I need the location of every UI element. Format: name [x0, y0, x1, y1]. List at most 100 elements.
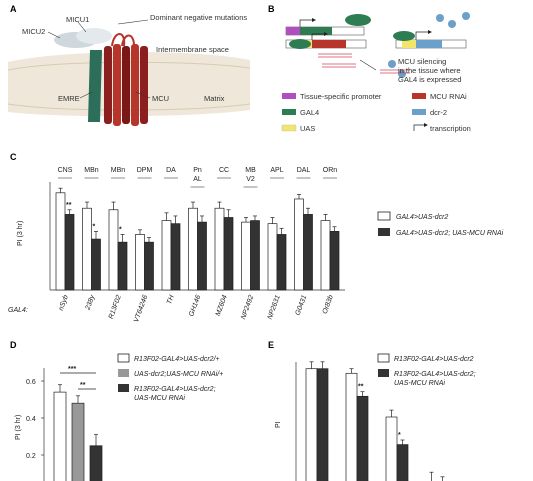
bar-c-1-10	[329, 231, 340, 291]
bar-e-1-2	[396, 444, 409, 481]
panel-c-xlabels: nSyb 238y R13F02 VT64246 TH GH146 MZ604 NP2492 N…	[58, 293, 335, 323]
panel-e-legend: R13F02-GAL4>UAS-dcr2 R13F02-GAL4>UAS-dcr…	[377, 353, 476, 387]
panel-c-gal4-label: GAL4:	[8, 307, 28, 314]
region-label-0-0: CNS	[58, 167, 73, 174]
region-label-5-1: AL	[193, 176, 202, 183]
silencing-line-2: in the tissue where	[398, 66, 461, 75]
panel-d-ytick-06: 0.6	[26, 379, 36, 386]
panel-a-diagram	[7, 19, 251, 126]
panel-d-significance: *** **	[60, 366, 96, 390]
bar-d-2	[89, 445, 103, 481]
xlabel-c-2: R13F02	[108, 294, 123, 320]
bar-c-1-9	[303, 214, 313, 291]
bar-c-1-4	[170, 223, 181, 291]
panel-label-e: E	[268, 340, 274, 350]
label-intermembrane: Intermembrane space	[156, 45, 229, 54]
legend-c-rnai-swatch	[378, 228, 390, 236]
xlabel-c-0: nSyb	[58, 294, 70, 311]
panel-label-c: C	[10, 152, 17, 162]
legend-dcr2: dcr-2	[430, 108, 447, 117]
panel-d-axis	[41, 368, 45, 481]
legend-mcu-rnai: MCU RNAi	[430, 92, 467, 101]
legend-swatch-gal4	[282, 109, 296, 115]
sig-e-2: *	[398, 432, 401, 439]
bar-c-1-5	[197, 221, 207, 291]
legend-d-3a: R13F02-GAL4>UAS-dcr2;	[134, 386, 216, 393]
legend-swatch-mcu-rnai	[412, 93, 426, 99]
bar-c-1-0	[64, 214, 75, 291]
legend-transcription: transcription	[430, 124, 471, 133]
panel-label-a: A	[10, 4, 17, 14]
label-micu1: MICU1	[66, 15, 89, 24]
legend-swatch-dcr2	[412, 109, 426, 115]
legend-d-1: R13F02-GAL4>UAS-dcr2/+	[134, 356, 220, 363]
legend-swatch-uas	[281, 124, 297, 132]
region-label-5-0: Pn	[193, 167, 202, 174]
legend-c-control: GAL4>UAS-dcr2	[396, 214, 448, 221]
xlabel-c-7: NP2492	[240, 294, 255, 320]
panel-d-sig-2: **	[80, 382, 86, 389]
region-label-10-0: ORn	[323, 167, 338, 174]
bar-c-0-0	[55, 192, 66, 291]
sig-c-2: *	[119, 226, 122, 233]
region-label-2-0: MBn	[111, 167, 126, 174]
bar-e-0-1	[345, 372, 358, 481]
legend-e-2a: R13F02-GAL4>UAS-dcr2;	[394, 371, 476, 378]
region-label-7-0: MB	[245, 167, 256, 174]
label-emre: EMRE	[58, 94, 80, 103]
panel-d-legend: R13F02-GAL4>UAS-dcr2/+ UAS-dcr2;UAS-MCU …	[117, 353, 223, 402]
xlabel-c-1: 238y	[84, 294, 96, 312]
label-matrix: Matrix	[204, 94, 225, 103]
bar-e-0-2	[385, 416, 398, 481]
legend-e-2b: UAS-MCU RNAi	[394, 380, 445, 387]
bar-c-0-2	[108, 209, 119, 291]
region-label-4-0: DA	[166, 167, 176, 174]
panel-b-legend: Tissue-specific promoter GAL4 UAS MCU RN…	[281, 92, 471, 133]
xlabel-c-10: Or83b	[322, 294, 335, 315]
bar-c-0-1	[82, 207, 92, 291]
legend-uas: UAS	[300, 124, 315, 133]
silencing-line-3: GAL4 is expressed	[398, 75, 461, 84]
legend-promoter: Tissue-specific promoter	[300, 92, 382, 101]
xlabel-c-5: GH146	[188, 294, 202, 317]
panel-d-ytick-04: 0.4	[26, 416, 36, 423]
label-mcu: MCU	[152, 94, 169, 103]
xlabel-c-6: MZ604	[215, 294, 229, 317]
panel-e-ylabel: PI	[275, 421, 282, 428]
bar-e-1-1	[356, 395, 369, 481]
bar-c-0-8	[267, 223, 278, 291]
legend-d-2: UAS-dcr2;UAS-MCU RNAi/+	[134, 371, 223, 378]
panel-c-legend: GAL4>UAS-dcr2 GAL4>UAS-dcr2; UAS-MCU RNA…	[377, 211, 504, 237]
panel-e-bars: ***	[305, 361, 445, 481]
bar-c-0-4	[161, 220, 172, 291]
panel-d-bars	[53, 384, 103, 481]
xlabel-c-9: G0431	[295, 294, 309, 316]
bar-c-0-3	[135, 234, 145, 291]
bar-d-0	[53, 391, 67, 481]
panel-c-regions: CNS MBn MBn DPM DA Pn AL CC MB V2 APL DAL ORn	[58, 167, 338, 188]
bar-c-1-1	[91, 238, 101, 291]
bar-c-0-9	[294, 198, 304, 291]
silencing-line-1: MCU silencing	[398, 57, 446, 66]
region-label-9-0: DAL	[297, 167, 311, 174]
legend-e-1: R13F02-GAL4>UAS-dcr2	[394, 356, 474, 363]
bar-c-1-6	[223, 217, 234, 291]
legend-c-control-swatch	[377, 211, 391, 221]
region-label-3-0: DPM	[137, 167, 153, 174]
bar-d-1	[71, 402, 85, 481]
legend-arrow-transcription	[413, 124, 424, 131]
legend-d-3b: UAS-MCU RNAi	[134, 395, 185, 402]
bar-c-0-7	[241, 221, 251, 291]
bar-c-0-6	[214, 207, 225, 291]
panel-label-b: B	[268, 4, 275, 14]
xlabel-c-3: VT64246	[133, 294, 149, 323]
bar-c-0-10	[320, 220, 331, 291]
bar-e-1-0	[316, 368, 329, 481]
sig-c-1: *	[93, 223, 96, 230]
legend-gal4: GAL4	[300, 108, 319, 117]
sig-e-1: **	[358, 384, 364, 391]
panel-d-sig-1: ***	[68, 366, 76, 373]
label-micu2: MICU2	[22, 27, 45, 36]
micu1-shape	[76, 28, 112, 44]
